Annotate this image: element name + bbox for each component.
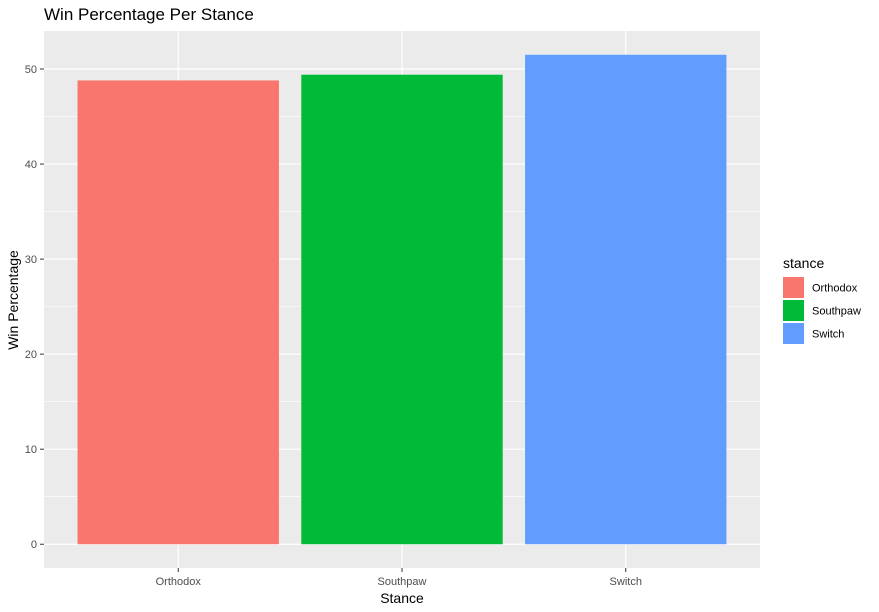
legend-items: Orthodox Southpaw Switch	[783, 277, 861, 344]
chart-title: Win Percentage Per Stance	[44, 5, 254, 24]
x-tick-label: Orthodox	[156, 576, 202, 588]
y-axis-ticks: 0 10 20 30 40 50	[25, 64, 44, 551]
legend-key-orthodox	[783, 277, 804, 298]
y-axis-title: Win Percentage	[5, 250, 21, 350]
y-tick-label: 20	[25, 349, 37, 361]
x-tick-label: Southpaw	[378, 576, 427, 588]
legend-label: Switch	[812, 329, 844, 341]
legend-label: Orthodox	[812, 283, 858, 295]
y-tick-label: 50	[25, 64, 37, 76]
bar-southpaw	[301, 74, 503, 545]
legend-title: stance	[783, 255, 824, 271]
legend-key-switch	[783, 323, 804, 344]
bars	[77, 54, 727, 545]
x-axis-title: Stance	[380, 590, 424, 606]
y-tick-label: 0	[31, 539, 37, 551]
y-tick-label: 30	[25, 254, 37, 266]
legend-label: Southpaw	[812, 306, 861, 318]
legend-key-southpaw	[783, 300, 804, 321]
y-tick-label: 40	[25, 159, 37, 171]
bar-orthodox	[77, 80, 279, 545]
y-tick-label: 10	[25, 444, 37, 456]
x-tick-label: Switch	[610, 576, 642, 588]
x-axis-ticks: Orthodox Southpaw Switch	[156, 568, 642, 588]
bar-switch	[525, 54, 727, 545]
legend: stance Orthodox Southpaw Switch	[783, 255, 861, 344]
